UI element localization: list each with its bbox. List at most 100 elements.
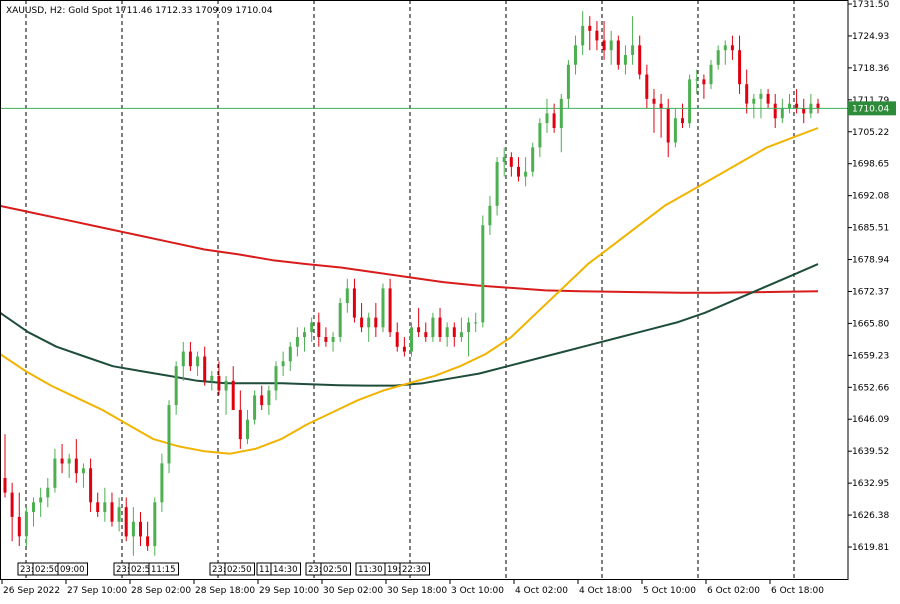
candle[interactable] xyxy=(438,307,442,342)
candle[interactable] xyxy=(17,492,21,547)
candle[interactable] xyxy=(224,375,228,415)
candle[interactable] xyxy=(788,93,791,114)
candle[interactable] xyxy=(795,89,799,114)
candle[interactable] xyxy=(524,157,528,187)
candle[interactable] xyxy=(174,361,178,415)
candle[interactable] xyxy=(495,157,499,216)
candle[interactable] xyxy=(417,307,421,338)
candle[interactable] xyxy=(96,492,100,517)
candle[interactable] xyxy=(481,215,485,328)
candle[interactable] xyxy=(324,327,328,347)
candle[interactable] xyxy=(131,507,135,556)
candle[interactable] xyxy=(238,390,242,449)
candle[interactable] xyxy=(517,157,520,182)
candle[interactable] xyxy=(681,103,684,128)
candle[interactable] xyxy=(360,302,364,333)
candle[interactable] xyxy=(246,409,249,444)
candle[interactable] xyxy=(424,322,428,342)
candle[interactable] xyxy=(688,74,692,128)
candle[interactable] xyxy=(531,142,535,177)
candle[interactable] xyxy=(459,317,463,342)
candle[interactable] xyxy=(231,366,235,410)
candle[interactable] xyxy=(303,327,306,352)
candle[interactable] xyxy=(345,278,349,313)
candle[interactable] xyxy=(24,507,28,547)
candle[interactable] xyxy=(445,322,449,347)
candle[interactable] xyxy=(538,118,542,158)
candle[interactable] xyxy=(367,312,371,342)
candle[interactable] xyxy=(110,492,114,527)
candle[interactable] xyxy=(39,487,43,517)
candle[interactable] xyxy=(331,332,335,352)
candle[interactable] xyxy=(780,98,784,124)
candle[interactable] xyxy=(759,89,763,119)
candle[interactable] xyxy=(388,278,392,338)
candle[interactable] xyxy=(288,341,292,372)
candle[interactable] xyxy=(410,322,413,357)
candle[interactable] xyxy=(295,327,299,357)
candle[interactable] xyxy=(574,35,577,75)
candle[interactable] xyxy=(395,322,399,352)
candle[interactable] xyxy=(595,21,599,51)
candle[interactable] xyxy=(338,298,342,342)
candle[interactable] xyxy=(310,317,314,342)
candle[interactable] xyxy=(638,35,642,80)
candle[interactable] xyxy=(402,337,406,357)
candle[interactable] xyxy=(631,16,635,65)
candle[interactable] xyxy=(581,11,585,56)
candle[interactable] xyxy=(81,463,85,488)
candle[interactable] xyxy=(281,351,285,376)
candle[interactable] xyxy=(89,458,93,513)
candle[interactable] xyxy=(588,16,592,51)
candle[interactable] xyxy=(103,487,107,522)
candle[interactable] xyxy=(559,93,563,153)
candle[interactable] xyxy=(153,497,157,556)
candle[interactable] xyxy=(645,64,649,109)
candle[interactable] xyxy=(488,196,492,235)
candle[interactable] xyxy=(623,45,627,75)
candle[interactable] xyxy=(652,89,656,133)
candle[interactable] xyxy=(738,35,742,94)
candle[interactable] xyxy=(67,453,71,479)
candle[interactable] xyxy=(203,346,207,386)
candle[interactable] xyxy=(60,443,64,474)
candle[interactable] xyxy=(702,74,706,99)
candle[interactable] xyxy=(673,108,677,148)
candle[interactable] xyxy=(146,521,150,551)
candles[interactable] xyxy=(3,11,820,556)
time-axis[interactable]: 26 Sep 2022 27 Sep 10:00 28 Sep 02:00 28 Se… xyxy=(1,580,824,596)
candle[interactable] xyxy=(267,385,271,415)
candle[interactable] xyxy=(773,93,777,128)
candle[interactable] xyxy=(260,385,264,410)
candle[interactable] xyxy=(381,283,385,333)
candle[interactable] xyxy=(160,453,164,513)
candle[interactable] xyxy=(117,497,121,532)
candle[interactable] xyxy=(502,147,506,177)
price-axis[interactable]: 1731.50 1724.93 1718.36 1711.79 1705.22 1698.… xyxy=(848,0,889,553)
candle[interactable] xyxy=(196,351,200,376)
candle[interactable] xyxy=(509,152,513,177)
candle[interactable] xyxy=(10,482,14,542)
candle[interactable] xyxy=(616,35,620,70)
candle[interactable] xyxy=(545,98,549,133)
candle[interactable] xyxy=(3,434,7,498)
candle[interactable] xyxy=(695,69,699,94)
plot-area[interactable] xyxy=(0,0,848,580)
candle[interactable] xyxy=(730,35,734,60)
candle[interactable] xyxy=(124,497,128,542)
candle[interactable] xyxy=(217,361,221,396)
candle[interactable] xyxy=(709,59,713,90)
candle[interactable] xyxy=(32,497,35,527)
candle[interactable] xyxy=(46,478,50,508)
candle[interactable] xyxy=(181,341,185,381)
candle[interactable] xyxy=(352,278,356,323)
candle[interactable] xyxy=(602,21,606,60)
candle[interactable] xyxy=(452,322,456,347)
candle[interactable] xyxy=(566,59,570,109)
candle[interactable] xyxy=(716,45,720,70)
candle[interactable] xyxy=(723,40,727,65)
candle[interactable] xyxy=(659,93,663,138)
candle[interactable] xyxy=(53,448,57,493)
